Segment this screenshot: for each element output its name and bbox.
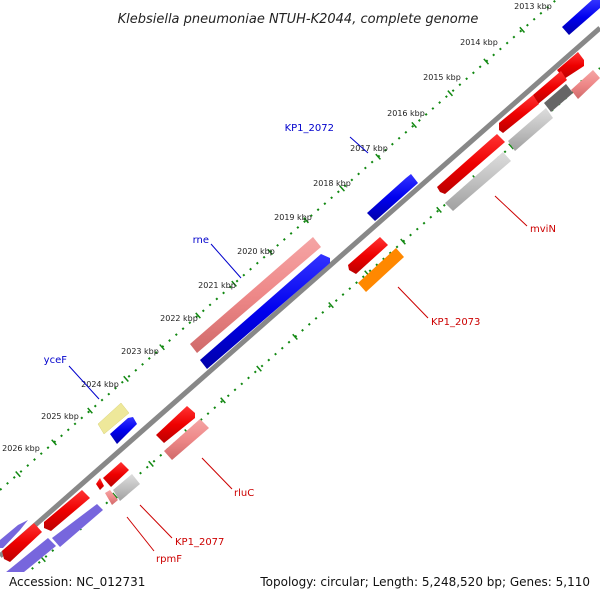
major-tick: [519, 26, 526, 33]
tick-label-2019: 2019 kbp: [274, 213, 312, 222]
tick-label-2022: 2022 kbp: [160, 314, 198, 323]
gene-small-red[interactable]: [96, 478, 104, 490]
gene-rluc[interactable]: [164, 419, 209, 460]
gene-mvin[interactable]: [445, 152, 511, 211]
map-footer: Accession: NC_012731 Topology: circular;…: [0, 572, 600, 600]
genome-backbone: [0, 26, 600, 558]
major-tick: [159, 344, 165, 351]
major-tick: [375, 153, 381, 160]
tick-label-2016: 2016 kbp: [387, 109, 425, 118]
map-title: Klebsiella pneumoniae NTUH-K2044, comple…: [118, 12, 479, 27]
label-kp1-2072[interactable]: KP1_2072: [285, 123, 334, 134]
gene-pseudo-yellow[interactable]: [97, 402, 130, 435]
major-tick: [303, 217, 309, 224]
gene-mvin-red[interactable]: [437, 134, 505, 194]
gene-red-right-2[interactable]: [533, 71, 567, 104]
major-tick: [148, 460, 154, 468]
tick-label-2021: 2021 kbp: [198, 281, 236, 290]
label-rluc[interactable]: rluC: [234, 488, 254, 499]
major-tick: [267, 248, 273, 256]
label-rne[interactable]: rne: [193, 235, 209, 246]
label-kp1-2073[interactable]: KP1_2073: [431, 317, 480, 328]
connector-kp1-2072: [349, 136, 369, 154]
major-tick: [15, 471, 21, 478]
major-tick: [220, 397, 226, 404]
gene-kp1-2073-red[interactable]: [348, 237, 388, 274]
gene-blue-topright[interactable]: [562, 0, 600, 35]
gene-kp1-2073[interactable]: [358, 248, 404, 292]
major-tick: [231, 280, 237, 287]
major-tick: [112, 492, 118, 499]
gene-red-bottomleft-2[interactable]: [44, 490, 90, 531]
gene-red-bottomleft-1[interactable]: [2, 523, 42, 562]
gene-red-right-1[interactable]: [557, 52, 584, 79]
genome-map: Klebsiella pneumoniae NTUH-K2044, comple…: [0, 0, 600, 572]
genome-stats: Topology: circular; Length: 5,248,520 bp…: [260, 575, 590, 589]
major-tick: [256, 365, 262, 372]
gene-blue-bottomleft-2[interactable]: [0, 538, 56, 572]
gene-kp1-2077-red[interactable]: [103, 462, 129, 487]
major-tick: [400, 238, 406, 245]
major-tick: [483, 58, 490, 65]
label-kp1-2077[interactable]: KP1_2077: [175, 537, 224, 548]
major-tick: [292, 333, 298, 341]
connector-kp1-2073: [397, 286, 429, 319]
gene-blue-bottomleft-3[interactable]: [52, 504, 103, 547]
tick-label-2014: 2014 kbp: [460, 38, 498, 47]
connector-rluc: [201, 457, 233, 490]
tick-label-2023: 2023 kbp: [121, 347, 159, 356]
major-tick: [51, 439, 57, 446]
tick-label-2020: 2020 kbp: [237, 247, 275, 256]
connector-rne: [210, 243, 242, 279]
major-tick: [508, 143, 514, 150]
major-tick: [195, 312, 201, 319]
label-mvin[interactable]: mviN: [530, 224, 556, 235]
gene-rne[interactable]: [200, 254, 330, 369]
gene-pink-right[interactable]: [571, 70, 600, 99]
accession-text: Accession: NC_012731: [9, 575, 146, 589]
major-tick: [436, 206, 442, 214]
tick-label-2017: 2017 kbp: [350, 144, 388, 153]
outer-tick-track: [0, 0, 557, 491]
tick-label-2025: 2025 kbp: [41, 412, 79, 421]
gene-rpmf[interactable]: [105, 490, 118, 505]
tick-label-2018: 2018 kbp: [313, 179, 351, 188]
major-tick: [447, 90, 454, 97]
label-rpmf[interactable]: rpmF: [156, 554, 182, 565]
connector-ycef: [68, 365, 100, 400]
gene-blue-bottomleft-1[interactable]: [0, 520, 28, 548]
major-tick: [411, 121, 418, 129]
tick-labels: 2013 kbp 2014 kbp 2015 kbp 2016 kbp 2017…: [2, 2, 552, 453]
tick-label-2015: 2015 kbp: [423, 73, 461, 82]
gene-rne-pink[interactable]: [190, 237, 321, 353]
major-tick: [123, 375, 129, 383]
connector-mvin: [494, 195, 528, 227]
gene-ycef[interactable]: [110, 417, 137, 444]
gene-kp1-2072[interactable]: [367, 174, 418, 221]
gene-red-right-3[interactable]: [499, 95, 539, 133]
major-ticks: [15, 26, 586, 563]
connector-rpmf: [126, 516, 155, 552]
gene-rluc-red[interactable]: [156, 406, 195, 443]
major-tick: [87, 407, 93, 414]
major-tick: [328, 302, 334, 309]
gene-kp1-2077[interactable]: [113, 474, 140, 501]
tick-label-2024: 2024 kbp: [81, 380, 119, 389]
tick-label-2026: 2026 kbp: [2, 444, 40, 453]
tick-label-2013: 2013 kbp: [514, 2, 552, 11]
gene-gray-right[interactable]: [508, 108, 553, 151]
label-ycef[interactable]: yceF: [44, 355, 68, 366]
connector-kp1-2077: [139, 504, 173, 539]
gene-gray-dark[interactable]: [544, 84, 573, 112]
major-tick: [339, 185, 345, 192]
